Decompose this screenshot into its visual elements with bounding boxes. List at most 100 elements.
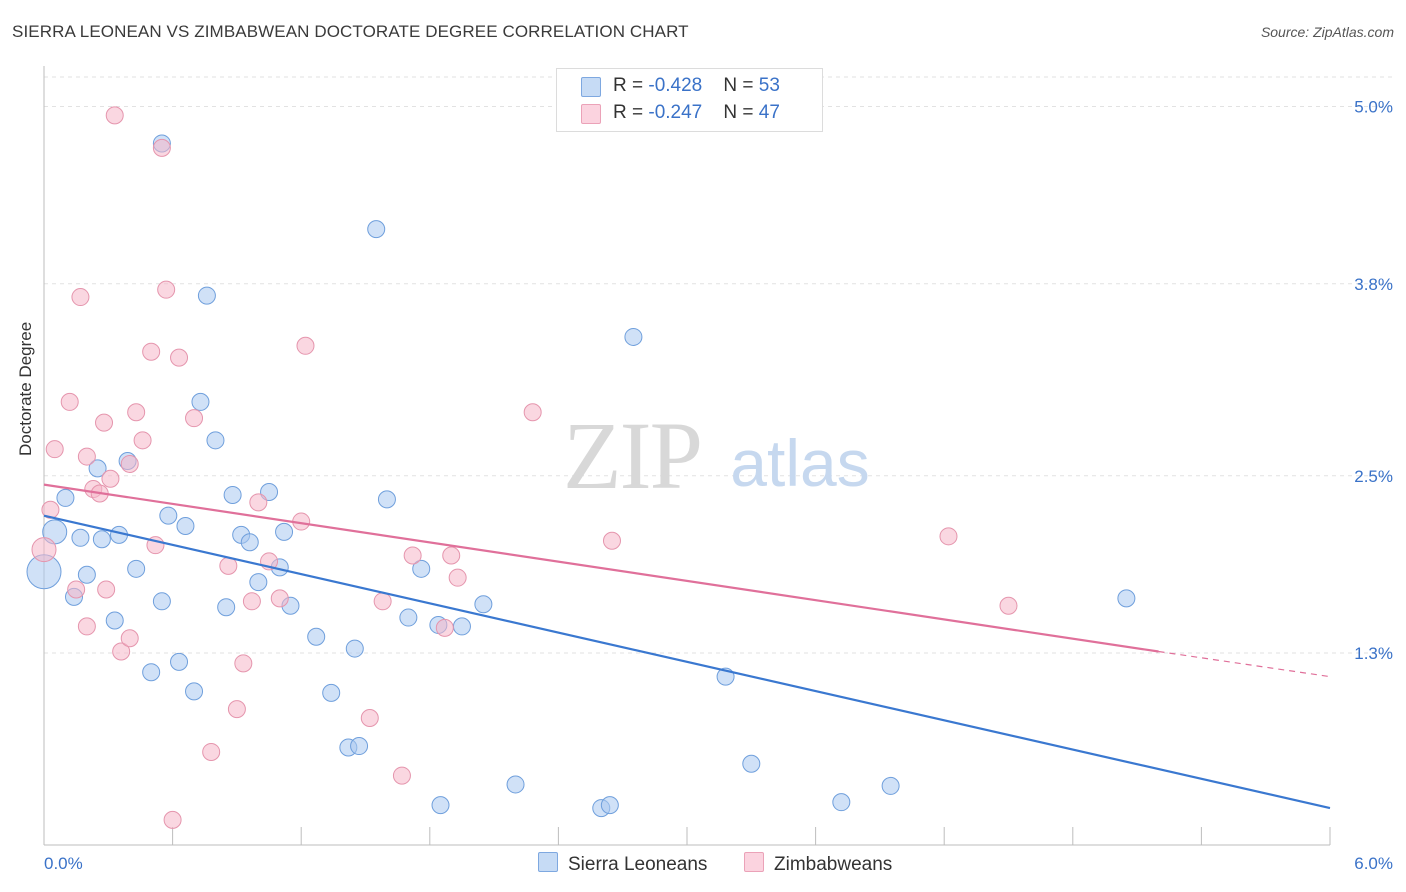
y-tick-label: 5.0% [1354, 98, 1393, 117]
data-point [350, 737, 369, 756]
chart-title: SIERRA LEONEAN VS ZIMBABWEAN DOCTORATE D… [12, 22, 689, 41]
watermark-atlas: atlas [730, 426, 869, 500]
data-point [523, 403, 542, 422]
data-point [185, 682, 204, 701]
data-point [242, 592, 261, 611]
data-point [227, 700, 246, 719]
data-point [133, 431, 152, 450]
data-point [322, 683, 341, 702]
data-point [367, 220, 386, 239]
data-point [202, 742, 221, 761]
data-point [77, 617, 96, 636]
data-point [270, 589, 289, 608]
data-point [600, 796, 619, 815]
data-point [105, 611, 124, 630]
data-point [403, 546, 422, 565]
trend-line-extension [1158, 650, 1331, 678]
data-point [176, 516, 195, 535]
data-point [95, 413, 114, 432]
data-point [120, 454, 139, 473]
data-point [31, 537, 57, 563]
trend-line [43, 483, 1159, 653]
legend-item-sierra-leoneans: Sierra Leoneans [538, 852, 707, 876]
data-point [249, 493, 268, 512]
data-point [217, 598, 236, 617]
y-tick-label: 3.8% [1354, 275, 1393, 294]
y-tick-label: 1.3% [1354, 644, 1393, 663]
data-point [275, 522, 294, 541]
legend-swatch-blue [581, 77, 601, 97]
data-point [159, 506, 178, 525]
data-point [435, 618, 454, 637]
data-point [157, 280, 176, 299]
data-point [127, 403, 146, 422]
data-point [448, 568, 467, 587]
series-sierra-leoneans [26, 134, 1136, 818]
data-point [60, 392, 79, 411]
legend-swatch-pink [744, 852, 764, 872]
legend-swatch-pink [581, 104, 601, 124]
y-axis-label: Doctorate Degree [16, 321, 35, 456]
r-value: -0.428 [648, 75, 703, 96]
data-point [67, 580, 86, 599]
data-point [240, 533, 259, 552]
data-point [624, 327, 643, 346]
data-point [345, 639, 364, 658]
data-point [506, 775, 525, 794]
n-value: 47 [758, 102, 780, 123]
data-point [97, 580, 116, 599]
data-point [56, 488, 75, 507]
data-point [377, 490, 396, 509]
data-point [360, 708, 379, 727]
data-point [206, 431, 225, 450]
data-point [112, 642, 131, 661]
watermark-zip: ZIP [563, 402, 701, 509]
data-point [307, 627, 326, 646]
data-point [249, 573, 268, 592]
data-point [442, 546, 461, 565]
trend-line [43, 514, 1331, 810]
data-point [142, 663, 161, 682]
data-point [88, 459, 107, 478]
axes [43, 66, 1331, 846]
tick-labels: 1.3% 2.5% 3.8% 5.0% 0.0% 6.0% [44, 98, 1393, 873]
data-point [185, 409, 204, 428]
data-point [412, 559, 431, 578]
data-point [399, 608, 418, 627]
grid-lines [44, 76, 1395, 654]
data-point [127, 559, 146, 578]
n-value: 53 [758, 75, 780, 96]
data-point [120, 629, 139, 648]
legend-item-zimbabweans: Zimbabweans [744, 852, 892, 876]
legend-label: Zimbabweans [774, 854, 893, 875]
x-tick-label: 0.0% [44, 854, 83, 873]
data-point [431, 796, 450, 815]
data-point [170, 652, 189, 671]
data-point [170, 348, 189, 367]
x-tick-label: 6.0% [1354, 854, 1393, 873]
data-point [742, 754, 761, 773]
data-point [77, 447, 96, 466]
data-point [602, 531, 621, 550]
data-point [71, 288, 90, 307]
r-label: R = [613, 102, 649, 123]
y-tick-label: 2.5% [1354, 467, 1393, 486]
data-point [191, 392, 210, 411]
data-point [474, 595, 493, 614]
data-point [142, 342, 161, 361]
data-point [452, 617, 471, 636]
data-point [392, 766, 411, 785]
legend-stats-text: R = -0.247 N = 47 [613, 102, 780, 124]
data-point [296, 336, 315, 355]
stats-legend: R = -0.428 N = 53 R = -0.247 N = 47 [556, 68, 823, 132]
data-point [71, 528, 90, 547]
data-point [234, 654, 253, 673]
data-point [105, 106, 124, 125]
data-point [101, 469, 120, 488]
data-point [881, 776, 900, 795]
legend-stats-text: R = -0.428 N = 53 [613, 75, 780, 97]
r-label: R = [613, 75, 649, 96]
data-point [197, 286, 216, 305]
data-point [939, 527, 958, 546]
